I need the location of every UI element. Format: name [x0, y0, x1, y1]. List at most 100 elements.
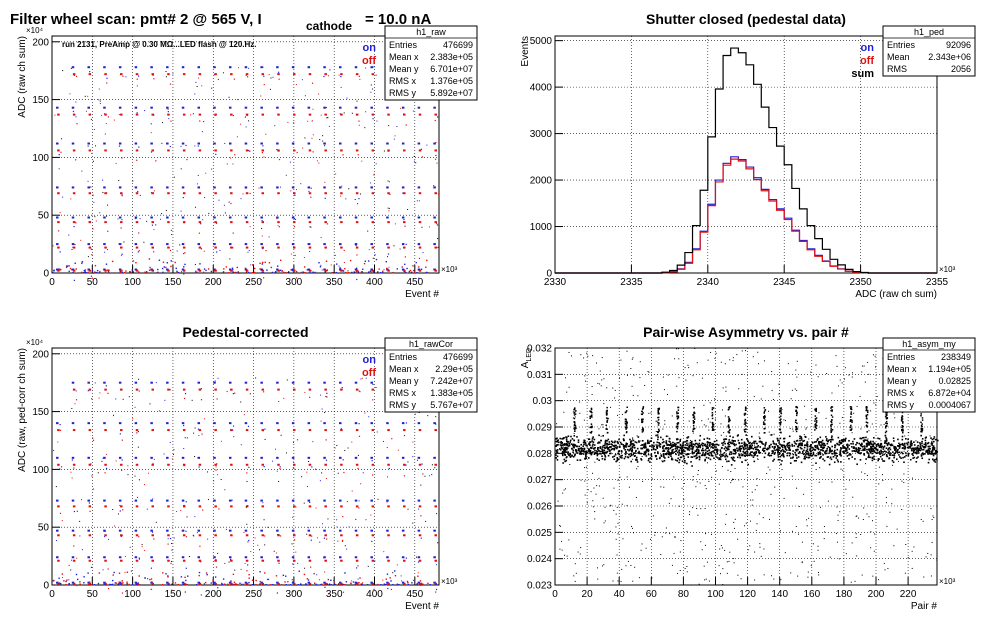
- asym-point: [616, 440, 619, 443]
- asym-point: [844, 438, 846, 441]
- stats-row-value: 92096: [946, 40, 971, 50]
- stray-point: [105, 123, 107, 125]
- asym-outlier: [779, 530, 781, 532]
- off-point: [434, 269, 437, 272]
- on-point: [260, 581, 263, 584]
- asym-outlier: [577, 551, 579, 553]
- asym-point: [725, 454, 728, 457]
- off-point: [371, 559, 375, 562]
- run-info-note: run 2131, PreAmp @ 0.30 MΩ...LED flash @…: [62, 40, 257, 49]
- asym-point: [852, 440, 854, 443]
- asym-point: [619, 441, 622, 444]
- asym-point: [868, 454, 870, 457]
- asym-point: [616, 459, 619, 462]
- asym-spike-point: [692, 430, 694, 433]
- asym-outlier: [733, 521, 735, 523]
- asym-point: [643, 453, 646, 456]
- asym-outlier: [701, 377, 703, 379]
- asym-point: [788, 435, 791, 438]
- off-point: [167, 269, 170, 272]
- asym-outlier: [805, 428, 807, 430]
- asym-outlier: [556, 423, 558, 425]
- asym-point: [804, 457, 806, 460]
- asym-point: [695, 442, 698, 445]
- asym-point: [881, 454, 884, 456]
- stray-point: [152, 498, 154, 500]
- asym-point: [564, 449, 567, 452]
- baseline-point: [396, 583, 399, 585]
- off-point: [308, 463, 312, 466]
- asym-outlier: [663, 389, 665, 391]
- asym-point: [728, 443, 730, 446]
- asym-point: [636, 459, 638, 461]
- on-point: [342, 459, 344, 461]
- asym-point: [708, 438, 711, 440]
- asym-point: [907, 452, 910, 455]
- baseline-point: [79, 583, 81, 585]
- stray-point: [202, 219, 204, 221]
- baseline-point: [314, 582, 316, 584]
- tick-label-x: 0: [552, 589, 558, 600]
- asym-point: [863, 453, 865, 455]
- asym-point: [672, 444, 674, 446]
- asym-point: [732, 452, 735, 455]
- on-point: [213, 216, 216, 219]
- asym-point: [636, 447, 639, 450]
- asym-point: [807, 452, 810, 454]
- plot-frame: [51, 35, 440, 274]
- on-point: [150, 186, 153, 189]
- asym-point: [894, 448, 897, 450]
- asym-point: [933, 436, 936, 438]
- on-point: [386, 243, 389, 246]
- asym-outlier: [697, 474, 699, 476]
- asym-spike-point: [677, 409, 680, 411]
- tick-label-y: 3000: [530, 129, 553, 140]
- off-point: [292, 582, 296, 585]
- tick-label-y: 100: [32, 153, 49, 164]
- baseline-point: [58, 577, 60, 579]
- asym-point: [711, 444, 714, 447]
- asym-point: [806, 443, 809, 446]
- asym-point: [806, 448, 809, 450]
- asym-outlier: [911, 550, 913, 552]
- off-point: [292, 269, 296, 272]
- asym-spike-point: [657, 411, 659, 414]
- asym-outlier: [603, 378, 605, 380]
- asym-outlier: [677, 348, 679, 350]
- on-point: [183, 253, 185, 255]
- on-point: [118, 243, 122, 246]
- off-point: [261, 73, 265, 76]
- off-point: [340, 429, 343, 432]
- stats-row-label: Mean x: [389, 52, 419, 62]
- stray-point: [328, 125, 330, 127]
- asym-point: [884, 440, 886, 442]
- asym-point: [569, 452, 571, 455]
- on-point: [228, 243, 232, 246]
- asym-point: [670, 458, 673, 461]
- on-point: [291, 529, 295, 532]
- asym-point: [880, 449, 882, 452]
- asym-point: [819, 444, 821, 446]
- asym-point: [877, 459, 879, 462]
- asym-outlier: [697, 514, 699, 516]
- off-point: [182, 534, 186, 537]
- asym-point: [573, 439, 576, 442]
- on-point: [213, 529, 216, 532]
- off-point: [311, 120, 313, 122]
- asym-point: [556, 459, 559, 461]
- asym-point: [678, 451, 681, 454]
- stray-point: [311, 137, 313, 139]
- baseline-point: [111, 579, 114, 582]
- stray-point: [377, 498, 379, 500]
- asym-outlier: [907, 557, 909, 559]
- stray-point: [150, 123, 152, 125]
- baseline-point: [409, 269, 412, 272]
- off-point: [308, 429, 312, 432]
- on-point: [323, 66, 326, 69]
- stray-point: [333, 580, 335, 582]
- asym-point: [662, 438, 664, 441]
- asym-outlier: [855, 537, 857, 539]
- asym-outlier: [837, 514, 839, 516]
- asym-outlier: [726, 572, 728, 574]
- stray-point: [75, 101, 77, 103]
